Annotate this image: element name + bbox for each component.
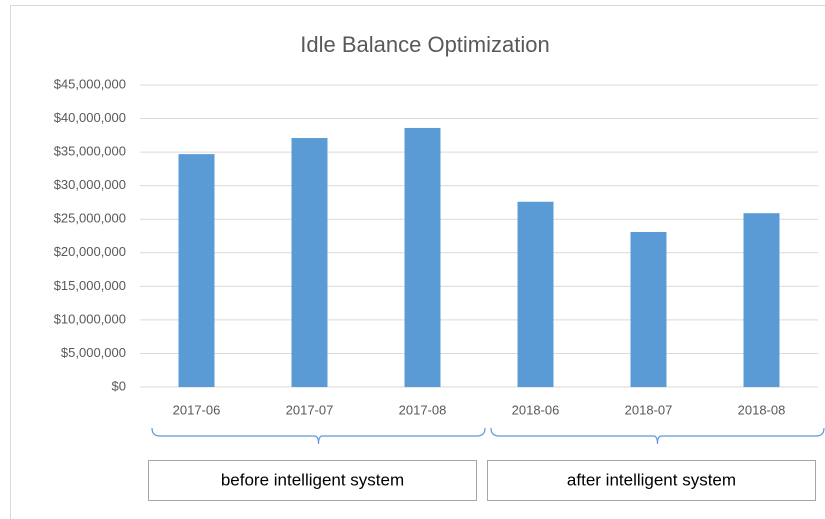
x-tick-label: 2017-07 — [286, 402, 334, 417]
y-tick-label: $0 — [112, 378, 126, 393]
x-tick-label: 2018-07 — [625, 402, 673, 417]
x-tick-label: 2018-08 — [738, 402, 786, 417]
x-tick-label: 2017-08 — [399, 402, 447, 417]
y-tick-label: $35,000,000 — [54, 144, 126, 159]
y-tick-label: $30,000,000 — [54, 177, 126, 192]
y-tick-label: $10,000,000 — [54, 311, 126, 326]
bar — [630, 231, 667, 387]
x-tick-label: 2018-06 — [512, 402, 560, 417]
y-tick-label: $5,000,000 — [61, 345, 126, 360]
y-tick-label: $20,000,000 — [54, 244, 126, 259]
chart-title: Idle Balance Optimization — [300, 32, 549, 57]
y-tick-label: $15,000,000 — [54, 278, 126, 293]
group-label: before intelligent system — [221, 470, 404, 489]
y-tick-label: $45,000,000 — [54, 76, 126, 91]
group-brace — [490, 427, 825, 445]
group-box — [487, 460, 816, 501]
bar — [404, 127, 441, 387]
bar — [517, 201, 554, 387]
y-tick-label: $40,000,000 — [54, 110, 126, 125]
x-tick-label: 2017-06 — [173, 402, 221, 417]
bar — [291, 138, 328, 387]
y-tick-label: $25,000,000 — [54, 211, 126, 226]
bar — [178, 154, 215, 387]
group-box — [148, 460, 477, 501]
group-brace — [151, 427, 486, 445]
group-label: after intelligent system — [567, 470, 736, 489]
bar — [743, 213, 780, 387]
